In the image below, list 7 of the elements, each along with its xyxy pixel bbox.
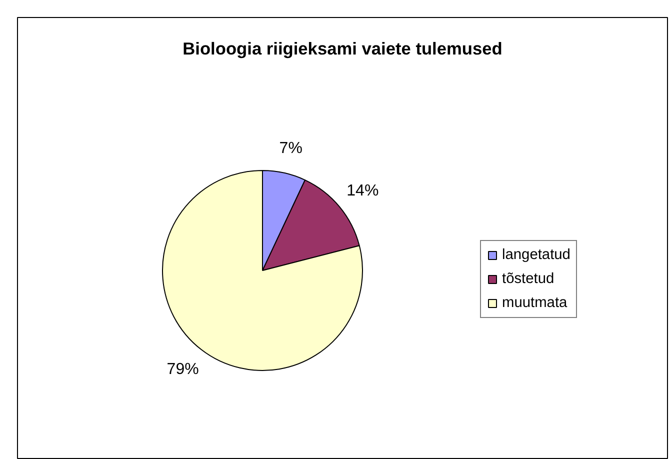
data-label: 7% — [279, 140, 302, 158]
chart-title: Bioloogia riigieksami vaiete tulemused — [182, 38, 502, 58]
legend-label: langetatud — [502, 247, 570, 263]
data-label: 79% — [166, 360, 199, 378]
legend-label: muutmata — [502, 295, 568, 311]
legend-label: tõstetud — [502, 271, 554, 287]
data-label: 14% — [346, 182, 379, 200]
